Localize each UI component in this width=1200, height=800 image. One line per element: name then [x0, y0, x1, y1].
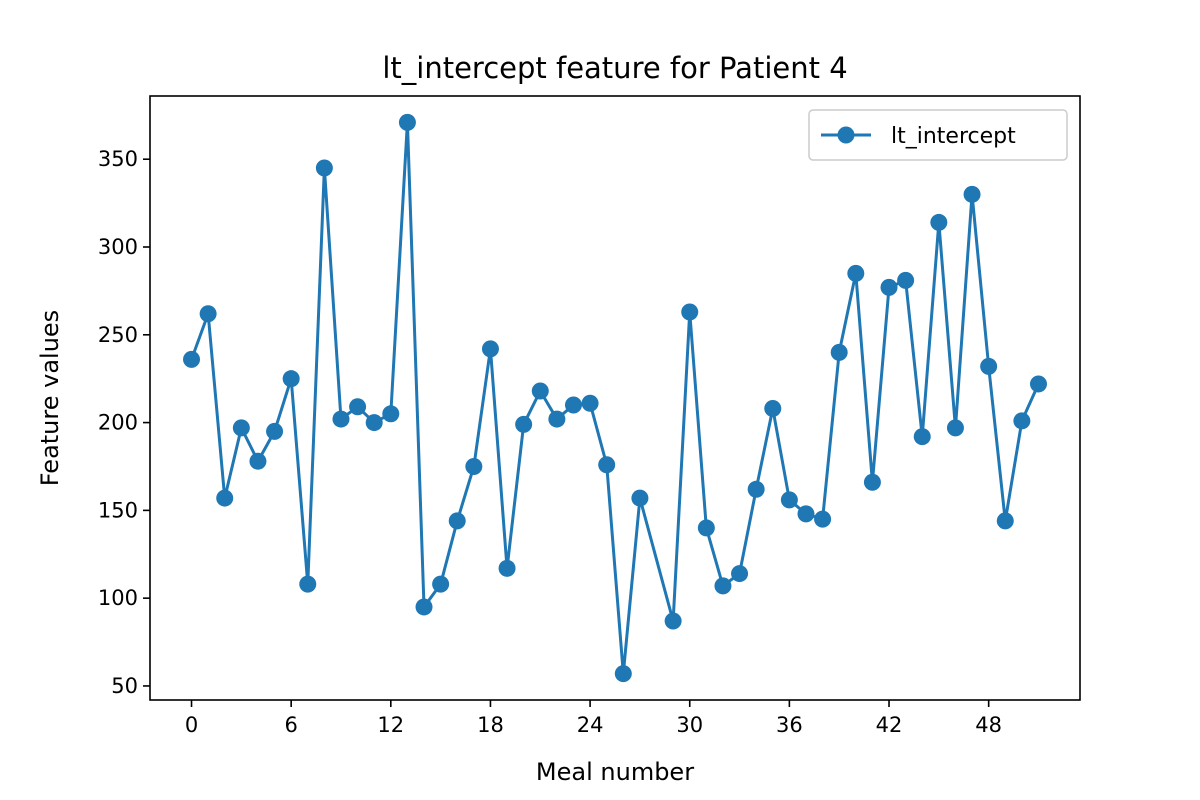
data-point — [880, 278, 898, 296]
data-point — [714, 577, 732, 595]
x-tick-label: 42 — [876, 713, 903, 737]
data-point — [332, 410, 350, 428]
data-point — [498, 559, 516, 577]
y-axis-label: Feature values — [36, 310, 64, 486]
data-point — [913, 428, 931, 446]
legend-marker — [837, 126, 855, 144]
data-point — [216, 489, 234, 507]
data-point — [697, 519, 715, 537]
data-point — [398, 113, 416, 131]
legend-label: lt_intercept — [891, 124, 1016, 149]
x-tick-label: 30 — [676, 713, 703, 737]
data-point — [797, 505, 815, 523]
x-tick-label: 18 — [477, 713, 504, 737]
data-point — [432, 575, 450, 593]
y-tick-label: 200 — [98, 411, 138, 435]
data-point — [415, 598, 433, 616]
data-point — [266, 422, 284, 440]
y-tick-label: 100 — [98, 586, 138, 610]
data-point — [1029, 375, 1047, 393]
data-point — [249, 452, 267, 470]
x-tick-label: 36 — [776, 713, 803, 737]
data-point — [996, 512, 1014, 530]
data-point — [448, 512, 466, 530]
data-point — [681, 303, 699, 321]
data-point — [863, 473, 881, 491]
data-point — [299, 575, 317, 593]
data-point — [581, 394, 599, 412]
data-point — [481, 340, 499, 358]
y-tick-label: 250 — [98, 323, 138, 347]
data-point — [365, 414, 383, 432]
data-point — [780, 491, 798, 509]
x-tick-label: 6 — [284, 713, 297, 737]
data-point — [814, 510, 832, 528]
data-point — [382, 405, 400, 423]
data-point — [614, 665, 632, 683]
y-tick-label: 300 — [98, 235, 138, 259]
data-point — [349, 398, 367, 416]
x-tick-label: 48 — [975, 713, 1002, 737]
data-point — [232, 419, 250, 437]
data-point — [980, 357, 998, 375]
axes-frame — [149, 95, 1081, 701]
data-point — [183, 350, 201, 368]
data-point — [465, 457, 483, 475]
data-point — [282, 370, 300, 388]
data-point — [747, 480, 765, 498]
x-tick-label: 0 — [185, 713, 198, 737]
y-tick-label: 350 — [98, 147, 138, 171]
x-axis-label: Meal number — [536, 758, 694, 786]
data-point — [764, 400, 782, 418]
data-point — [963, 185, 981, 203]
data-point — [199, 305, 217, 323]
legend: lt_intercept — [808, 109, 1068, 161]
data-point — [830, 343, 848, 361]
legend-box — [808, 109, 1068, 161]
data-point — [664, 612, 682, 630]
x-tick-label: 24 — [577, 713, 604, 737]
data-point — [946, 419, 964, 437]
data-point — [930, 213, 948, 231]
data-point — [631, 489, 649, 507]
plot-area: 0 6 12 18 24 30 36 42 48 50 100 150 200 250 300 350 — [98, 95, 1081, 737]
data-point — [548, 410, 566, 428]
y-tick-label: 150 — [98, 498, 138, 522]
y-tick-label: 50 — [111, 674, 138, 698]
data-point — [531, 382, 549, 400]
data-point — [847, 264, 865, 282]
data-point — [315, 159, 333, 177]
data-point — [515, 415, 533, 433]
data-point — [598, 456, 616, 474]
data-point — [564, 396, 582, 414]
x-tick-label: 12 — [377, 713, 404, 737]
chart-title: lt_intercept feature for Patient 4 — [382, 51, 847, 85]
data-point — [731, 565, 749, 583]
data-point — [897, 271, 915, 289]
data-point — [1013, 412, 1031, 430]
